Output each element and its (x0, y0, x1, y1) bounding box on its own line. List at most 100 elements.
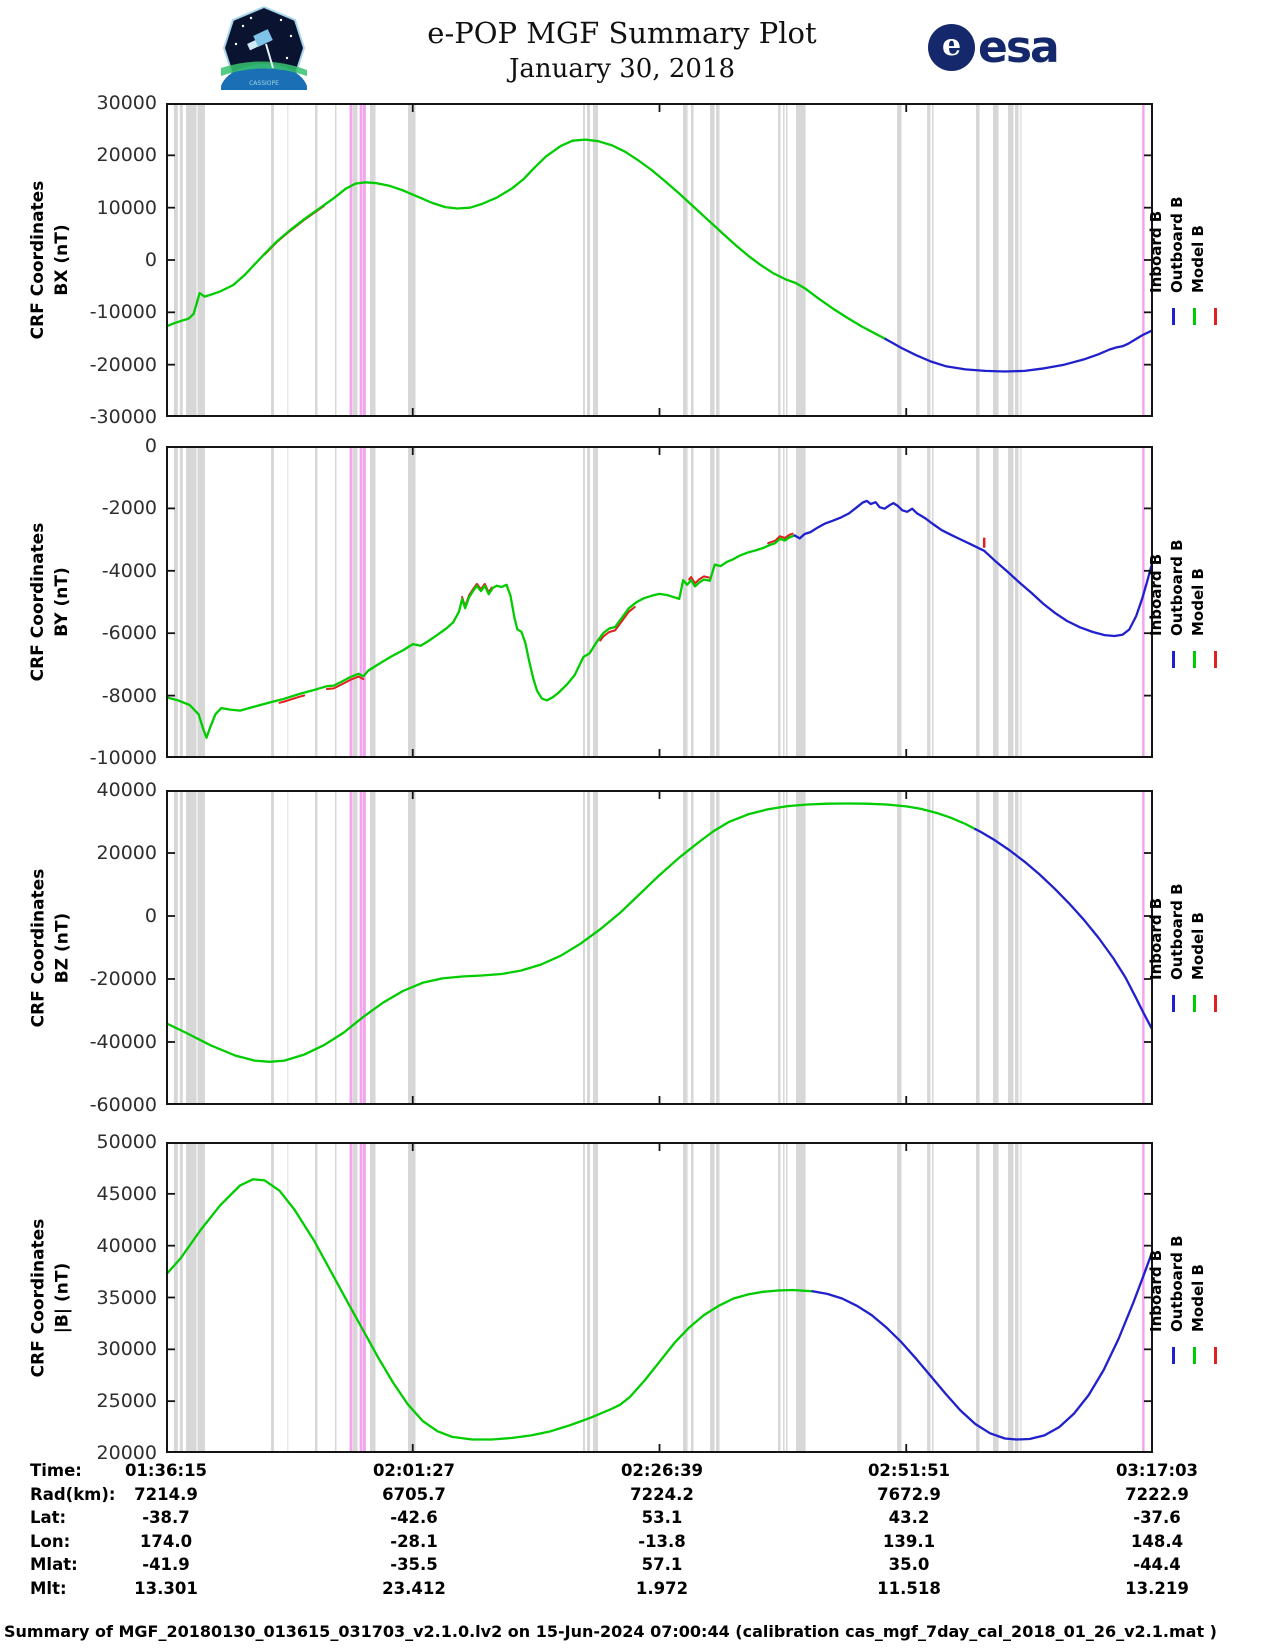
y-tick-label: -6000 (101, 622, 157, 645)
legend-label-model-b: Model B (1189, 568, 1207, 636)
axis-label-bmag-line2: |B| (nT) (52, 1262, 72, 1333)
legend-label-model-b: Model B (1189, 225, 1207, 293)
legend-label-outboard-b: Outboard B (1168, 1235, 1186, 1332)
table-cell: 02:26:39 (620, 1461, 704, 1480)
page-title: e-POP MGF Summary Plot (427, 16, 817, 50)
table-cell: 7222.9 (1125, 1484, 1189, 1504)
table-row-lon: Lon: 174.0 -28.1 -13.8 139.1 148.4 (0, 1532, 1275, 1556)
cassiope-patch-graphic: CASSIOPE (221, 6, 307, 90)
y-tick-label: 30000 (96, 1338, 157, 1361)
axis-label-by-line2: BY (nT) (52, 567, 72, 637)
axis-label-by-line1: CRF Coordinates (28, 522, 48, 682)
table-row-label: Rad(km): (30, 1484, 116, 1504)
page-subtitle: January 30, 2018 (508, 54, 736, 84)
legend-tick-inboard-b (1172, 651, 1175, 668)
table-row-label: Mlt: (30, 1579, 67, 1598)
table-cell: 35.0 (888, 1555, 930, 1575)
legend-tick-inboard-b (1172, 1347, 1175, 1364)
table-cell: 02:51:51 (867, 1461, 951, 1480)
y-tick-label: 20000 (96, 144, 157, 167)
y-tick-label: -60000 (89, 1094, 157, 1116)
table-row-label: Lat: (30, 1508, 67, 1528)
y-tick-label: -40000 (89, 1031, 157, 1053)
y-tick-label: 0 (144, 435, 157, 457)
y-tick-label: 40000 (96, 1234, 157, 1257)
y-tick-label: 0 (144, 905, 157, 927)
esa-globe-icon: e (928, 24, 975, 71)
table-cell: 13.219 (1125, 1579, 1189, 1598)
panel-bx (166, 103, 1153, 417)
legend-label-outboard-b: Outboard B (1168, 883, 1186, 980)
cassiope-mission-patch: CASSIOPE (221, 6, 307, 90)
legend-label-model-b: Model B (1189, 912, 1207, 980)
y-tick-label: -30000 (89, 406, 157, 428)
y-tick-label: 45000 (96, 1182, 157, 1205)
y-tick-label: -4000 (101, 559, 157, 582)
panel-bmag (166, 1142, 1153, 1453)
legend-tick-outboard-b (1193, 1347, 1196, 1364)
legend-label-inboard-b: Inboard B (1147, 897, 1165, 980)
table-cell: 23.412 (382, 1579, 446, 1598)
y-tick-label: 0 (144, 249, 157, 271)
legend-tick-inboard-b (1172, 995, 1175, 1012)
table-cell: 6705.7 (382, 1484, 446, 1504)
table-cell: 53.1 (641, 1508, 683, 1528)
panel-bz-plot (166, 790, 1153, 1105)
table-row-label: Mlat: (30, 1555, 78, 1575)
table-cell: 7672.9 (877, 1484, 941, 1504)
table-cell: -44.4 (1133, 1555, 1181, 1575)
table-cell: -41.9 (142, 1555, 190, 1575)
axis-label-bmag-line1: CRF Coordinates (28, 1218, 48, 1377)
table-cell: 7224.2 (630, 1484, 694, 1504)
legend-tick-inboard-b (1172, 308, 1175, 325)
esa-logo-text: esa (978, 22, 1060, 73)
axis-label-bx-line1: CRF Coordinates (28, 180, 48, 340)
table-cell: 7214.9 (134, 1484, 198, 1504)
y-tick-label: -10000 (89, 301, 157, 324)
y-tick-label: -2000 (101, 497, 157, 520)
panel-by (166, 446, 1153, 758)
table-cell: -13.8 (638, 1531, 686, 1551)
y-tick-label: 10000 (96, 196, 157, 219)
table-cell: -28.1 (390, 1531, 438, 1551)
legend-tick-outboard-b (1193, 651, 1196, 668)
panel-bz (166, 790, 1153, 1105)
y-tick-label: 20000 (96, 842, 157, 864)
y-tick-label: -8000 (101, 684, 157, 707)
y-tick-label: 35000 (96, 1286, 157, 1309)
table-cell: 148.4 (1130, 1531, 1184, 1551)
y-tick-label: 20000 (96, 1442, 157, 1464)
legend-label-inboard-b: Inboard B (1147, 1249, 1165, 1332)
table-row-lat: Lat: -38.7 -42.6 53.1 43.2 -37.6 (0, 1508, 1275, 1532)
legend-label-inboard-b: Inboard B (1147, 553, 1165, 636)
table-cell: -42.6 (390, 1508, 438, 1528)
table-cell: 43.2 (888, 1508, 930, 1528)
table-cell: 03:17:03 (1115, 1461, 1199, 1480)
table-cell: 139.1 (882, 1531, 936, 1551)
table-cell: 11.518 (877, 1579, 941, 1598)
legend-tick-model-b (1214, 651, 1217, 668)
legend-tick-model-b (1214, 995, 1217, 1012)
panel-bx-plot (166, 103, 1153, 417)
table-cell: 57.1 (641, 1555, 683, 1575)
y-tick-label: -20000 (89, 968, 157, 990)
table-cell: 174.0 (139, 1531, 193, 1551)
summary-footer: Summary of MGF_20180130_013615_031703_v2… (4, 1622, 1217, 1641)
y-tick-label: 25000 (96, 1390, 157, 1413)
esa-logo: e esa (928, 22, 1060, 73)
legend-label-outboard-b: Outboard B (1168, 196, 1186, 293)
table-row-mlt: Mlt: 13.301 23.412 1.972 11.518 13.219 (0, 1579, 1275, 1603)
table-row-radkm: Rad(km): 7214.9 6705.7 7224.2 7672.9 7222.9 (0, 1485, 1275, 1509)
table-cell: 02:01:27 (372, 1461, 456, 1480)
table-cell: 13.301 (134, 1579, 198, 1598)
legend-label-inboard-b: Inboard B (1147, 210, 1165, 293)
legend-label-outboard-b: Outboard B (1168, 539, 1186, 636)
panel-bmag-plot (166, 1142, 1153, 1453)
svg-text:CASSIOPE: CASSIOPE (249, 80, 279, 87)
axis-label-bz-line2: BZ (nT) (52, 912, 72, 983)
legend-tick-outboard-b (1193, 995, 1196, 1012)
panel-by-plot (166, 446, 1153, 758)
y-tick-label: 30000 (96, 92, 157, 114)
table-row-label: Time: (30, 1461, 82, 1480)
